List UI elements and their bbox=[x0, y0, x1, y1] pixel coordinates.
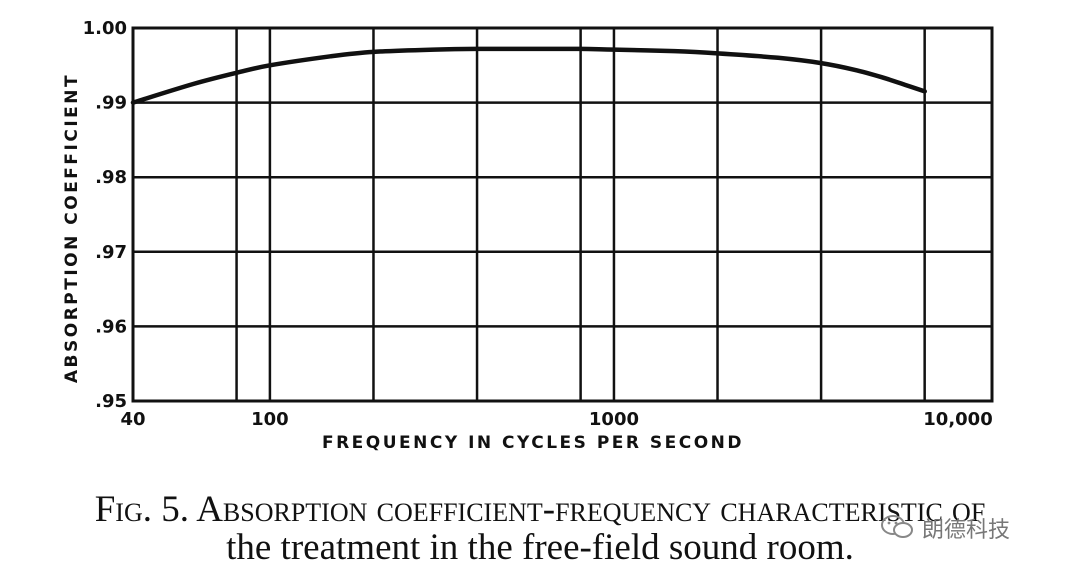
x-axis-title: FREQUENCY IN CYCLES PER SECOND bbox=[322, 433, 744, 453]
plot-frame bbox=[131, 26, 994, 403]
x-tick-label: 100 bbox=[251, 409, 289, 430]
y-tick-label: .98 bbox=[95, 167, 127, 188]
x-tick-label: 1000 bbox=[589, 409, 639, 430]
gridlines bbox=[133, 28, 992, 401]
wechat-icon bbox=[881, 515, 913, 538]
x-tick-labels: 40 100 1000 10,000 bbox=[120, 409, 992, 430]
y-tick-label: .99 bbox=[95, 93, 127, 114]
y-tick-label: .95 bbox=[95, 391, 127, 412]
y-tick-label: 1.00 bbox=[83, 18, 127, 39]
x-tick-label: 10,000 bbox=[923, 409, 992, 430]
watermark-text: 朗德科技 bbox=[922, 518, 1011, 543]
y-tick-labels: 1.00 .99 .98 .97 .96 .95 bbox=[83, 18, 127, 412]
y-tick-label: .96 bbox=[95, 316, 127, 337]
figure-caption-line-2: the treatment in the free-field sound ro… bbox=[226, 527, 854, 568]
series-line-absorption bbox=[130, 46, 927, 105]
y-tick-label: .97 bbox=[95, 242, 127, 263]
x-tick-label: 40 bbox=[120, 409, 145, 430]
y-axis-title: ABSORPTION COEFFICIENT bbox=[62, 73, 82, 383]
figure-caption-line-1: Fig. 5. Absorption coefficient-frequency… bbox=[94, 489, 986, 530]
